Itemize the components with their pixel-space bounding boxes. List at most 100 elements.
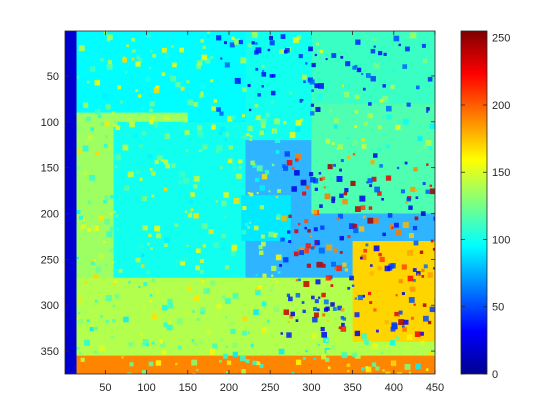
noise-cell [355, 206, 361, 212]
noise-cell [159, 339, 163, 343]
noise-cell [151, 171, 156, 176]
noise-cell [193, 307, 196, 310]
noise-cell [247, 331, 250, 334]
noise-cell [120, 100, 123, 104]
noise-cell [302, 356, 306, 361]
noise-cell [344, 187, 349, 193]
noise-cell [324, 193, 331, 200]
noise-cell [78, 45, 85, 52]
noise-cell [310, 176, 316, 183]
noise-cell [137, 138, 141, 143]
noise-cell [370, 160, 375, 165]
noise-cell [305, 185, 310, 189]
noise-cell [344, 268, 348, 272]
noise-cell [405, 33, 411, 39]
noise-cell [336, 176, 343, 182]
noise-cell [342, 198, 348, 205]
x-tick-label: 150 [179, 382, 197, 394]
noise-cell [321, 292, 326, 298]
noise-cell [77, 166, 81, 170]
noise-cell [357, 294, 364, 301]
noise-cell [132, 133, 138, 138]
noise-cell [321, 331, 328, 338]
noise-cell [291, 166, 295, 170]
noise-cell [297, 222, 301, 226]
noise-cell [219, 126, 226, 132]
noise-cell [257, 93, 261, 97]
noise-cell [308, 172, 314, 177]
noise-cell [412, 268, 417, 272]
noise-cell [329, 109, 333, 113]
noise-cell [234, 77, 241, 84]
noise-cell [116, 228, 119, 231]
noise-cell [396, 166, 400, 170]
noise-cell [247, 125, 253, 132]
noise-cell [298, 278, 301, 282]
noise-cell [227, 158, 233, 164]
noise-cell [402, 118, 409, 125]
noise-cell [83, 222, 87, 226]
noise-cell [422, 58, 428, 64]
noise-cell [186, 134, 189, 137]
noise-cell [79, 226, 83, 230]
noise-cell [377, 147, 381, 152]
noise-cell [398, 43, 401, 47]
noise-cell [373, 62, 380, 69]
noise-cell [385, 175, 392, 181]
noise-cell [106, 34, 113, 41]
noise-cell [402, 64, 408, 69]
noise-cell [282, 164, 287, 169]
colorbar-ticks: 0 50 100 150 200 250 [461, 33, 510, 381]
noise-cell [159, 308, 162, 311]
noise-cell [408, 205, 413, 210]
noise-cell [274, 118, 281, 125]
noise-cell [369, 301, 373, 305]
noise-cell [333, 117, 339, 123]
noise-cell [266, 319, 270, 323]
noise-cell [76, 210, 81, 214]
noise-cell [141, 342, 146, 347]
noise-cell [100, 122, 105, 126]
noise-cell [384, 265, 391, 272]
noise-cell [172, 62, 177, 68]
noise-cell [167, 320, 172, 325]
noise-cell [419, 126, 422, 129]
noise-cell [151, 313, 158, 320]
noise-cell [382, 84, 386, 88]
noise-cell [149, 299, 153, 303]
noise-cell [150, 50, 153, 53]
noise-cell [225, 132, 230, 137]
noise-cell [351, 284, 355, 287]
noise-cell [294, 229, 299, 234]
noise-cell [201, 54, 208, 61]
noise-cell [86, 80, 90, 84]
noise-cell [223, 192, 229, 198]
noise-cell [384, 320, 389, 325]
noise-cell [326, 349, 331, 354]
plot-frame [64, 30, 436, 375]
noise-cell [238, 39, 243, 45]
noise-cell [201, 97, 207, 103]
noise-cell [415, 196, 419, 200]
noise-cell [220, 57, 223, 60]
noise-cell [106, 199, 112, 206]
noise-cell [178, 180, 182, 185]
noise-cell [342, 317, 347, 321]
noise-cell [371, 362, 377, 367]
noise-cell [76, 256, 80, 260]
noise-cell [299, 118, 304, 122]
noise-cell [286, 159, 293, 166]
noise-cell [202, 278, 206, 281]
noise-cell [261, 301, 267, 307]
noise-cell [149, 101, 155, 107]
plot-area [65, 31, 435, 374]
noise-cell [337, 305, 342, 311]
noise-cell [147, 154, 153, 159]
noise-cell [314, 240, 317, 243]
noise-cell [196, 318, 200, 321]
noise-cell [390, 360, 397, 366]
noise-cell [373, 308, 377, 312]
noise-cell [142, 339, 149, 345]
noise-cell [98, 254, 104, 259]
noise-cell [127, 372, 133, 374]
